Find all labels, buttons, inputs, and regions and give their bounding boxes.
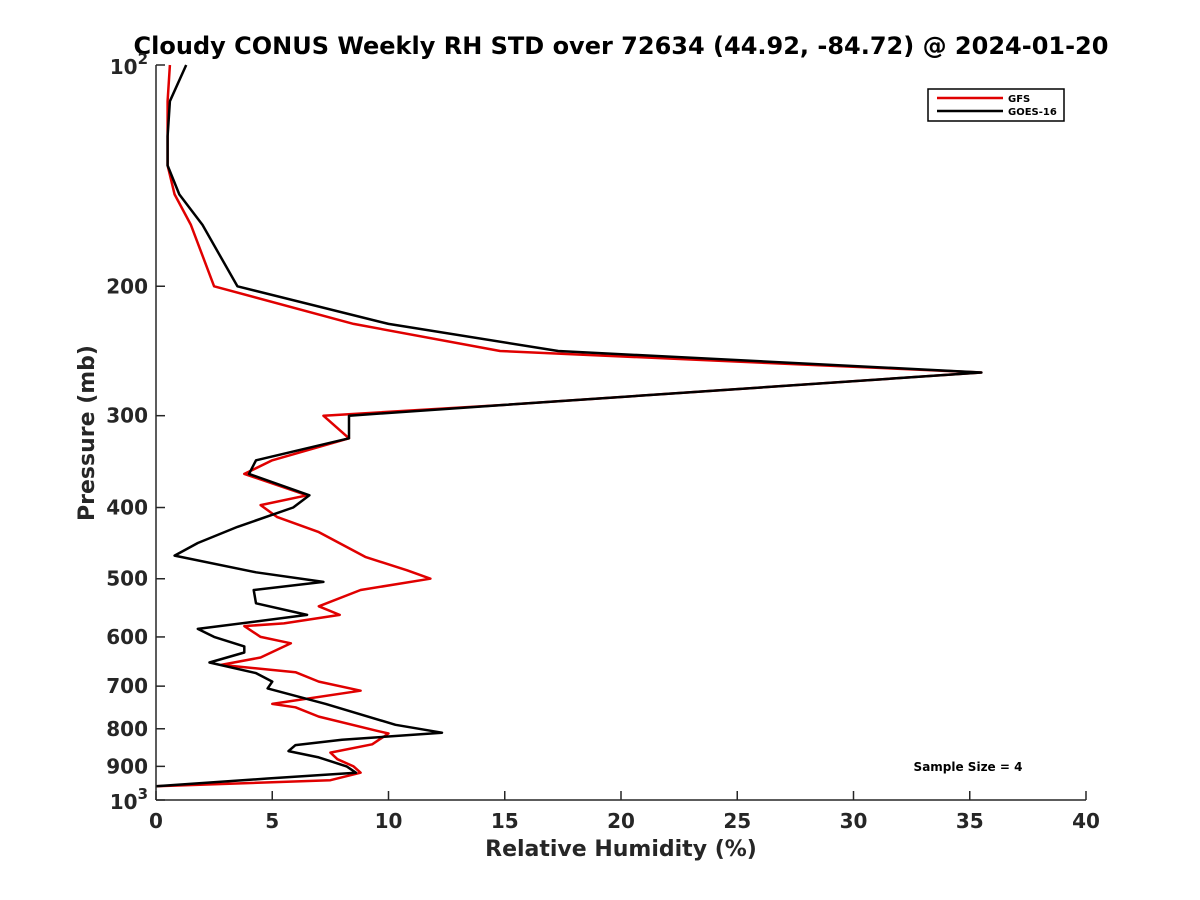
x-axis-label: Relative Humidity (%) [485,837,757,862]
legend-label-goes16: GOES-16 [1008,107,1057,118]
y-tick-label: 900 [106,754,148,778]
legend-label-gfs: GFS [1008,94,1030,105]
x-tick-label: 20 [607,809,635,833]
sample-size-annotation: Sample Size = 4 [914,760,1023,774]
x-tick-label: 25 [723,809,751,833]
x-tick-label: 5 [265,809,279,833]
series-line-gfs [155,64,983,788]
y-tick-label: 700 [106,674,148,698]
y-axis-label: Pressure (mb) [75,345,100,521]
y-tick-label: 300 [106,404,148,428]
y-tick-label: 200 [106,274,148,298]
y-tick-label: 400 [106,496,148,520]
legend-box [927,88,1065,122]
legend: GFS GOES-16 [927,88,1065,122]
x-tick-label: 0 [149,809,163,833]
chart-title: Cloudy CONUS Weekly RH STD over 72634 (4… [134,32,1109,60]
x-tick-label: 30 [840,809,868,833]
y-tick-label: 500 [106,567,148,591]
series-layer [155,64,983,788]
x-tick-label: 10 [375,809,403,833]
y-tick-label: 600 [106,625,148,649]
series-line-goes16 [155,64,983,788]
y-tick-label-bottom: 103 [110,785,148,814]
axes-layer: 0 5 10 15 20 25 30 35 40 200 300 400 500 600 700 800 900… [106,50,1100,833]
y-tick-label: 800 [106,717,148,741]
x-tick-label: 40 [1072,809,1100,833]
x-tick-label: 15 [491,809,519,833]
x-tick-label: 35 [956,809,984,833]
y-tick-label-top: 102 [110,50,148,79]
